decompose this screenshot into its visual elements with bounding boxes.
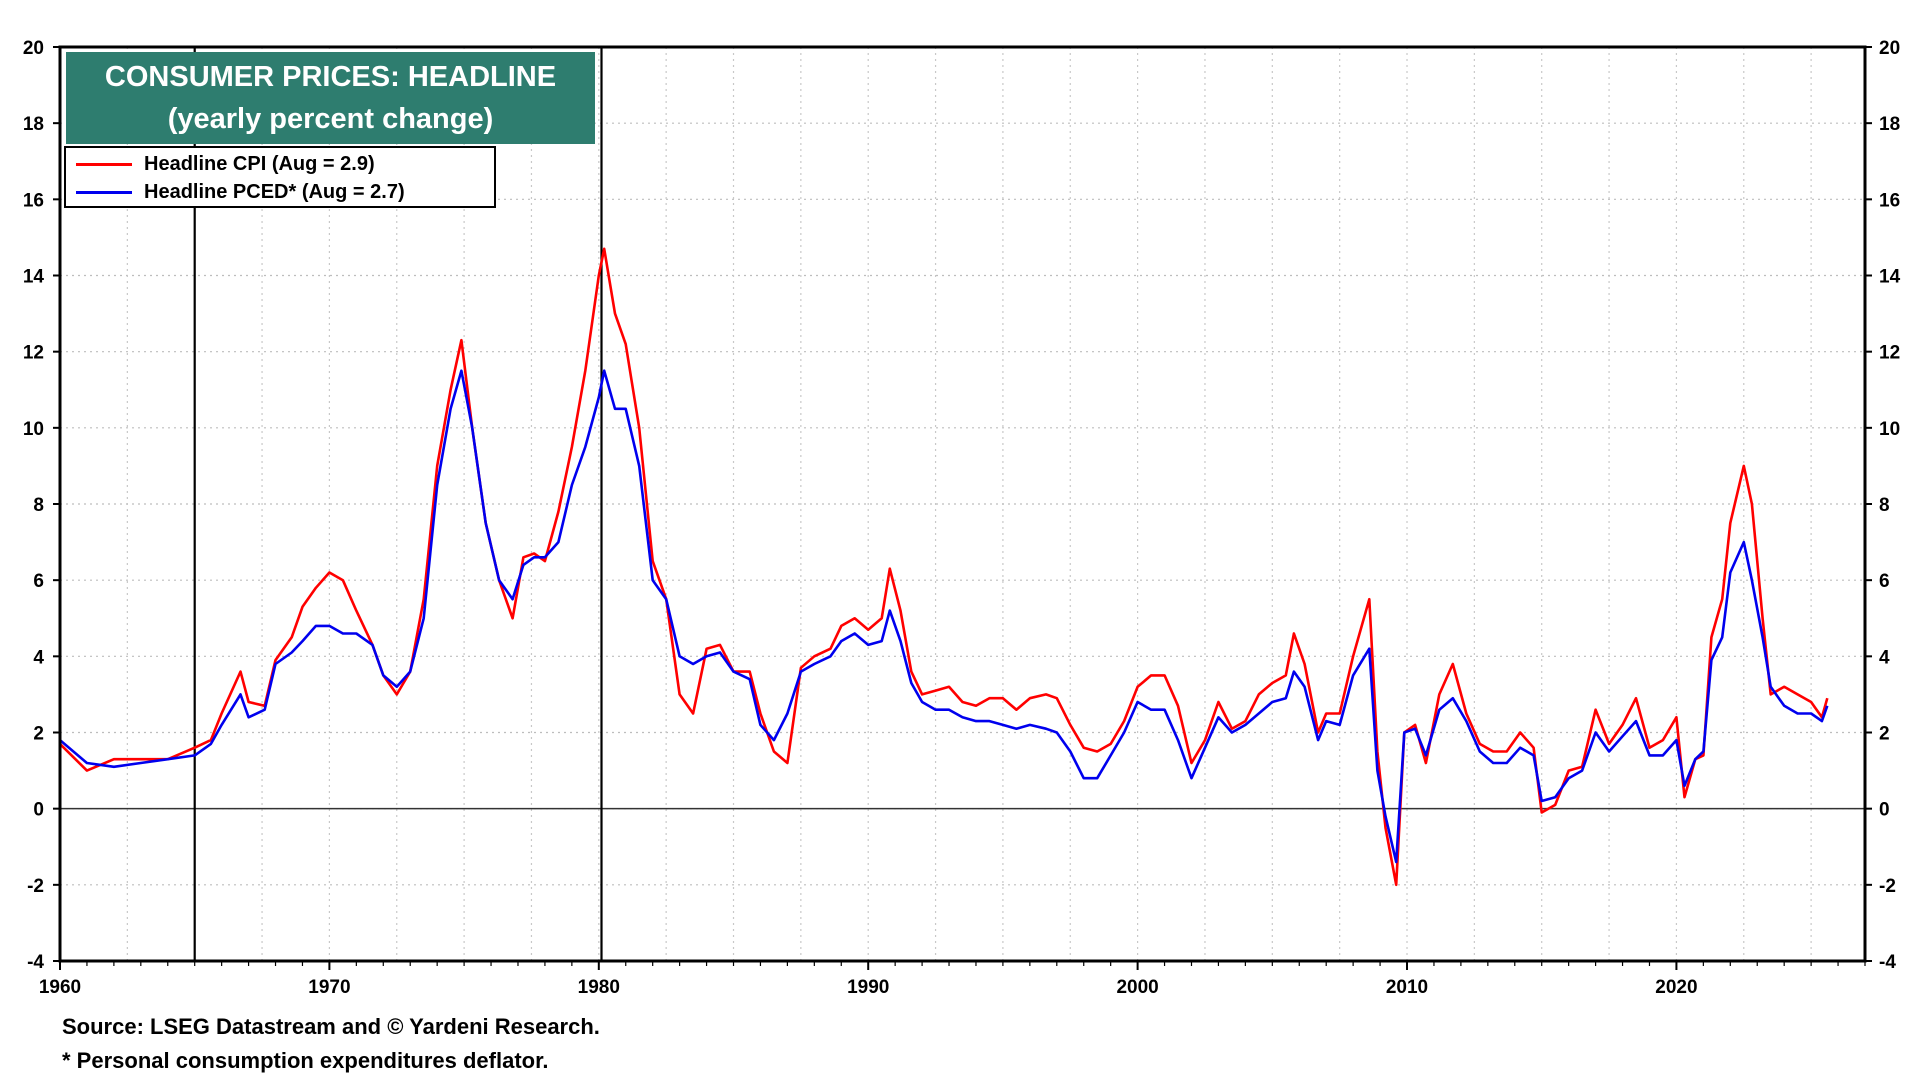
legend-swatch-cpi bbox=[76, 162, 132, 166]
y-tick-label-left: 4 bbox=[33, 647, 44, 668]
x-tick-label: 2020 bbox=[1655, 977, 1697, 998]
y-tick-label-right: 0 bbox=[1879, 800, 1890, 821]
x-tick-label: 1980 bbox=[578, 977, 620, 998]
chart-title-box: CONSUMER PRICES: HEADLINE (yearly percen… bbox=[66, 52, 595, 144]
series-lines bbox=[59, 247, 1829, 887]
x-tick-label: 2000 bbox=[1116, 977, 1158, 998]
y-tick-label-left: 14 bbox=[23, 267, 45, 288]
legend-item-pced: Headline PCED* (Aug = 2.7) bbox=[76, 178, 405, 206]
y-axis-right: -4 -2 0 2 4 6 8 10 12 14 16 18 20 bbox=[1865, 38, 1901, 973]
chart-subtitle: (yearly percent change) bbox=[167, 103, 494, 135]
series-line-cpi bbox=[59, 247, 1829, 887]
y-tick-label-right: 16 bbox=[1879, 190, 1900, 211]
y-tick-label-left: 20 bbox=[23, 38, 44, 59]
y-tick-label-left: 8 bbox=[33, 495, 44, 516]
legend-swatch-pced bbox=[76, 190, 132, 194]
y-tick-label-left: 0 bbox=[33, 800, 44, 821]
y-tick-label-left: 6 bbox=[33, 571, 44, 592]
y-tick-label-right: 12 bbox=[1879, 343, 1900, 364]
y-tick-label-left: 12 bbox=[23, 343, 44, 364]
legend-label-pced: Headline PCED* (Aug = 2.7) bbox=[144, 180, 405, 203]
y-tick-label-left: 2 bbox=[33, 724, 44, 745]
y-tick-label-right: 6 bbox=[1879, 571, 1890, 592]
y-axis-left: -4 -2 0 2 4 6 8 10 12 14 16 18 20 bbox=[23, 38, 60, 973]
y-tick-label-right: 18 bbox=[1879, 114, 1900, 135]
legend: Headline CPI (Aug = 2.9) Headline PCED* … bbox=[64, 146, 496, 208]
series-line-pced bbox=[59, 369, 1829, 864]
y-tick-label-right: 8 bbox=[1879, 495, 1890, 516]
x-tick-label: 1990 bbox=[847, 977, 889, 998]
y-tick-label-left: -4 bbox=[27, 952, 44, 973]
footnote: * Personal consumption expenditures defl… bbox=[62, 1048, 549, 1073]
x-tick-label: 1960 bbox=[39, 977, 81, 998]
y-tick-label-right: 10 bbox=[1879, 419, 1900, 440]
y-tick-label-right: 20 bbox=[1879, 38, 1900, 59]
y-tick-label-left: 16 bbox=[23, 190, 44, 211]
y-tick-label-right: 4 bbox=[1879, 647, 1890, 668]
y-tick-label-left: 10 bbox=[23, 419, 44, 440]
grid bbox=[60, 47, 1865, 961]
y-tick-label-right: -2 bbox=[1879, 876, 1896, 897]
y-tick-label-right: -4 bbox=[1879, 952, 1896, 973]
x-tick-label: 2010 bbox=[1386, 977, 1428, 998]
y-tick-label-left: -2 bbox=[27, 876, 44, 897]
legend-label-cpi: Headline CPI (Aug = 2.9) bbox=[144, 152, 375, 175]
chart-title: CONSUMER PRICES: HEADLINE bbox=[104, 61, 557, 93]
y-tick-label-right: 14 bbox=[1879, 267, 1901, 288]
source-note: Source: LSEG Datastream and © Yardeni Re… bbox=[62, 1014, 600, 1039]
x-axis: 1960 1970 1980 1990 2000 2010 2020 bbox=[39, 961, 1866, 998]
y-tick-label-left: 18 bbox=[23, 114, 44, 135]
x-tick-label: 1970 bbox=[308, 977, 350, 998]
y-tick-label-right: 2 bbox=[1879, 724, 1890, 745]
legend-item-cpi: Headline CPI (Aug = 2.9) bbox=[76, 150, 375, 178]
